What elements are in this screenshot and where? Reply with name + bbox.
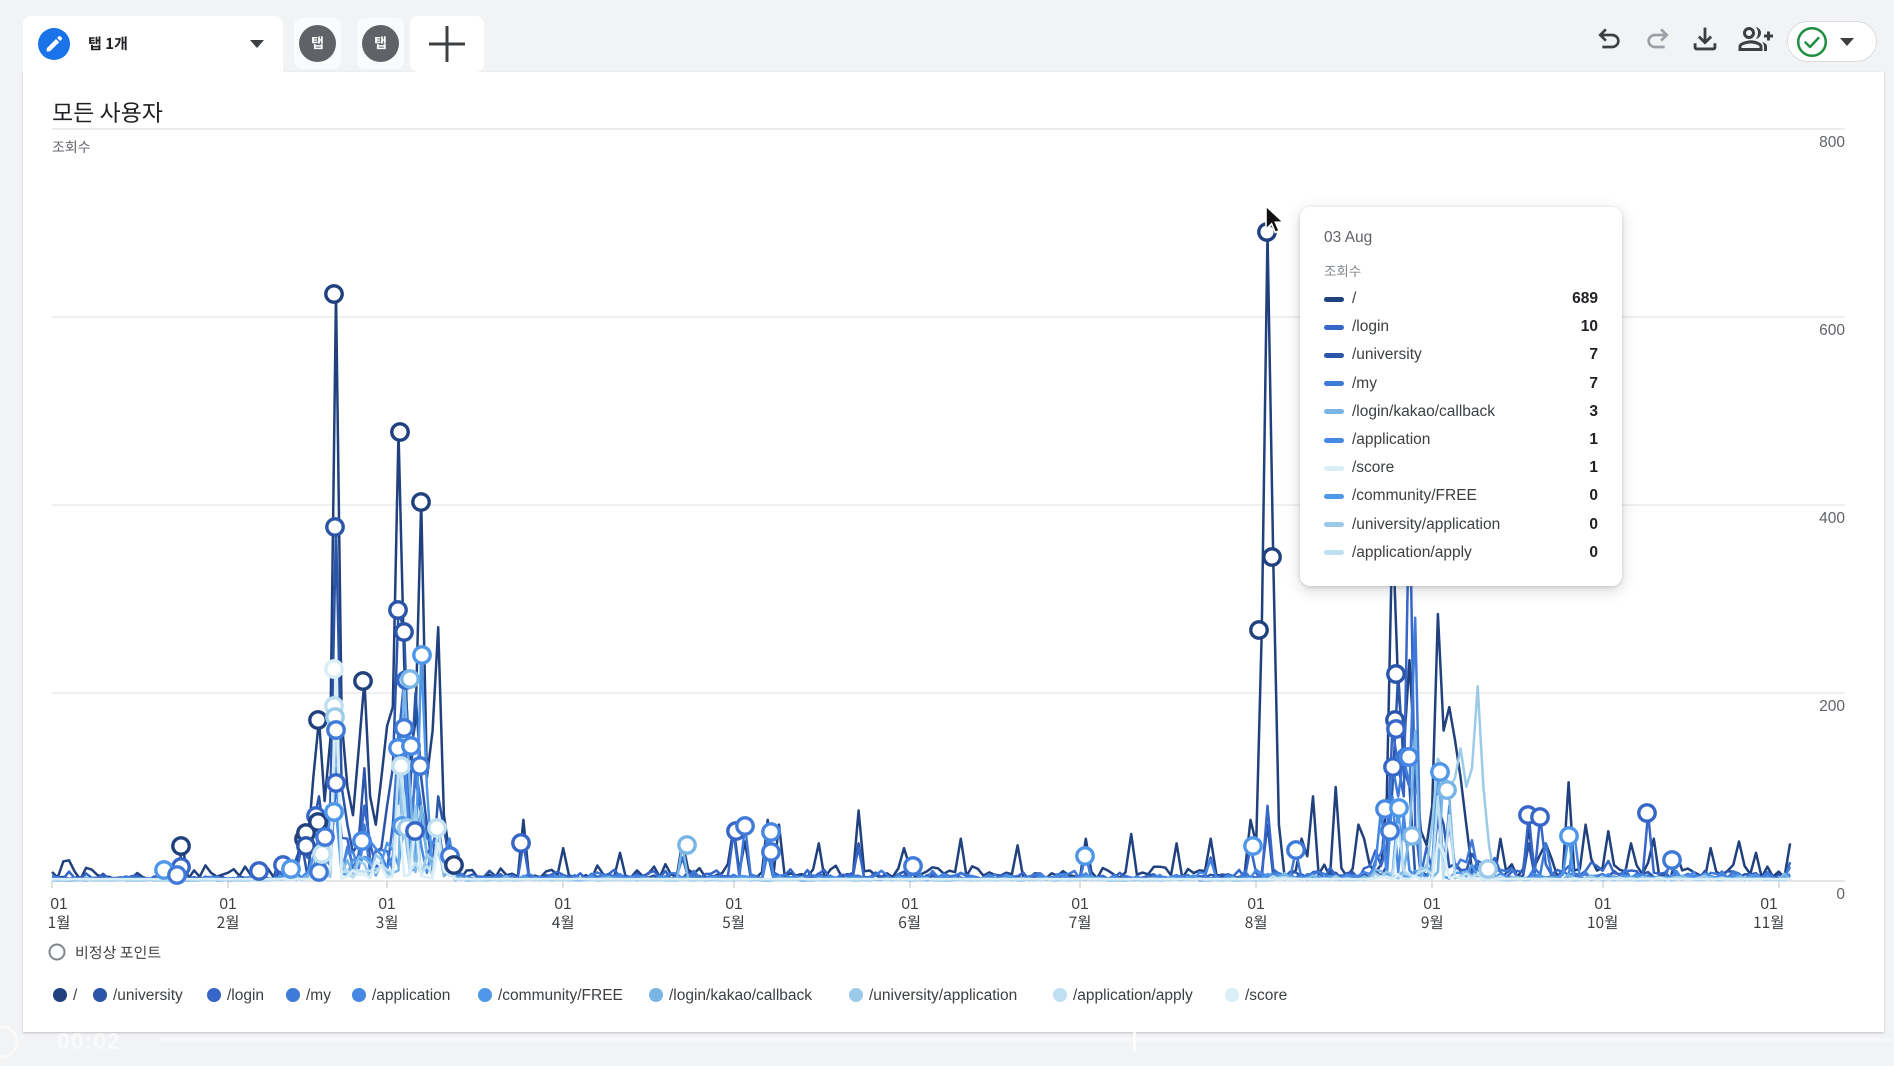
svg-text:/login/kakao/callback: /login/kakao/callback bbox=[669, 987, 812, 1004]
svg-text:/university: /university bbox=[113, 987, 183, 1004]
svg-text:01: 01 bbox=[1594, 896, 1611, 913]
svg-text:01: 01 bbox=[219, 896, 236, 913]
svg-text:800: 800 bbox=[1819, 134, 1845, 151]
svg-text:01: 01 bbox=[725, 896, 742, 913]
svg-text:01: 01 bbox=[50, 896, 67, 913]
svg-text:/login: /login bbox=[227, 987, 264, 1004]
svg-text:01: 01 bbox=[1423, 896, 1440, 913]
svg-text:01: 01 bbox=[1071, 896, 1088, 913]
svg-text:/my: /my bbox=[306, 987, 331, 1004]
svg-text:0: 0 bbox=[1836, 886, 1845, 903]
svg-text:01: 01 bbox=[554, 896, 571, 913]
svg-text:/application/apply: /application/apply bbox=[1073, 987, 1193, 1004]
svg-text:01: 01 bbox=[1760, 896, 1777, 913]
svg-text:/application: /application bbox=[372, 987, 450, 1004]
svg-text:200: 200 bbox=[1819, 698, 1845, 715]
svg-text:600: 600 bbox=[1819, 322, 1845, 339]
svg-text:01: 01 bbox=[901, 896, 918, 913]
svg-text:/community/FREE: /community/FREE bbox=[498, 987, 623, 1004]
svg-text:01: 01 bbox=[378, 896, 395, 913]
svg-text:/: / bbox=[73, 987, 78, 1004]
svg-text:/score: /score bbox=[1245, 987, 1287, 1004]
svg-text:01: 01 bbox=[1247, 896, 1264, 913]
svg-text:400: 400 bbox=[1819, 510, 1845, 527]
svg-text:/university/application: /university/application bbox=[869, 987, 1017, 1004]
